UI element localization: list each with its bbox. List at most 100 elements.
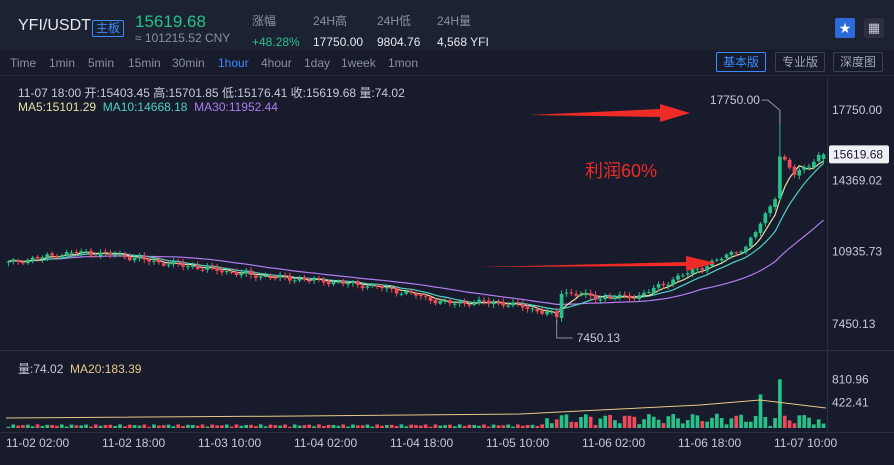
time-tick-label: 11-04 18:00 — [390, 436, 453, 450]
volume-bar — [540, 424, 544, 428]
candle — [530, 308, 535, 310]
star-icon[interactable]: ★ — [835, 18, 855, 38]
candle — [370, 284, 375, 287]
candle — [375, 285, 380, 287]
candle — [288, 275, 292, 281]
volume-bar — [700, 421, 705, 428]
volume-bar — [550, 423, 554, 428]
candle — [118, 253, 122, 255]
volume-bar — [681, 423, 685, 428]
volume-bar — [346, 426, 350, 428]
candle — [734, 252, 739, 254]
last-price: 15619.68 — [135, 12, 206, 31]
tf-30min[interactable]: 30min — [172, 56, 205, 70]
candle — [355, 281, 360, 285]
candle — [93, 255, 98, 257]
candle — [292, 280, 297, 282]
volume-bar — [588, 416, 593, 428]
volume-bar — [370, 426, 375, 428]
tf-1hour[interactable]: 1hour — [218, 56, 249, 70]
volume-legend: 量:74.02 MA20:183.39 — [18, 360, 141, 377]
candle — [579, 294, 583, 296]
tf-1day[interactable]: 1day — [304, 56, 331, 70]
tf-5min[interactable]: 5min — [88, 56, 115, 70]
volume-bar — [205, 426, 210, 428]
candle — [773, 199, 777, 208]
tf-4hour[interactable]: 4hour — [261, 56, 292, 70]
volume-bar — [482, 424, 486, 428]
volume-bar — [792, 423, 797, 428]
candle — [501, 301, 506, 306]
candle — [40, 257, 45, 259]
candle — [380, 285, 384, 289]
stat-change: 涨幅 +48.28% — [252, 12, 300, 49]
volume-bar — [21, 425, 25, 428]
ma10-line — [8, 162, 825, 311]
volume-bar — [142, 424, 147, 428]
volume-bar — [254, 426, 258, 428]
time-tick-label: 11-03 10:00 — [198, 436, 261, 450]
volume-bar — [496, 425, 501, 428]
candle — [525, 306, 530, 309]
volume-bar — [50, 424, 54, 428]
volume-bar — [351, 424, 355, 428]
price-tick-label: 10935.73 — [832, 245, 882, 259]
candle — [195, 265, 200, 270]
candle — [365, 286, 370, 288]
candle — [215, 267, 219, 271]
volume-bar — [127, 424, 132, 428]
volume-bar — [200, 424, 205, 428]
candle — [748, 237, 753, 247]
volume-bar — [365, 424, 370, 428]
volume-bar — [302, 425, 307, 428]
candle — [724, 254, 729, 259]
view-basic-button[interactable]: 基本版 — [716, 52, 767, 72]
volume-bar — [312, 426, 316, 428]
candle — [346, 283, 350, 285]
volume-bar — [152, 424, 156, 428]
candle — [617, 294, 622, 298]
volume-bar — [292, 424, 297, 428]
stat-change-label: 涨幅 — [252, 14, 277, 28]
stat-low-label: 24H低 — [377, 14, 412, 28]
volume-bar — [554, 419, 559, 428]
volume-bar — [574, 422, 578, 428]
tf-1min[interactable]: 1min — [49, 56, 76, 70]
volume-bar — [79, 425, 84, 428]
volume-ma20-line — [5, 399, 827, 419]
volume-bar — [389, 424, 394, 428]
candle — [302, 277, 307, 280]
candle — [30, 257, 35, 261]
stat-high: 24H高 17750.00 — [313, 12, 363, 49]
view-pro-button[interactable]: 专业版 — [775, 52, 826, 72]
volume-bar — [642, 419, 646, 428]
candle — [234, 271, 239, 276]
candle — [768, 206, 773, 214]
candle — [404, 291, 409, 294]
volume-bar — [782, 415, 787, 428]
volume-bar — [409, 424, 413, 428]
volume-bar — [787, 420, 792, 428]
candle — [457, 301, 462, 304]
candle — [409, 290, 413, 293]
ma20-legend: MA20:183.39 — [70, 362, 142, 376]
volume-bar — [452, 426, 457, 428]
tf-1week[interactable]: 1week — [341, 56, 376, 70]
candle — [428, 297, 433, 301]
grid-icon[interactable]: ▦ — [864, 18, 884, 38]
volume-bar — [307, 424, 312, 428]
tf-1mon[interactable]: 1mon — [388, 56, 419, 70]
candle — [317, 278, 321, 280]
tf-15min[interactable]: 15min — [128, 56, 161, 70]
candle — [312, 278, 316, 281]
board-badge[interactable]: 主板 — [92, 20, 125, 37]
tf-time[interactable]: Time — [10, 56, 37, 70]
volume-bar — [773, 418, 777, 428]
volume-bar — [74, 425, 79, 428]
volume-bar — [210, 424, 215, 428]
candle — [244, 271, 249, 274]
volume-bar — [137, 425, 142, 428]
view-depth-button[interactable]: 深度图 — [833, 52, 884, 72]
